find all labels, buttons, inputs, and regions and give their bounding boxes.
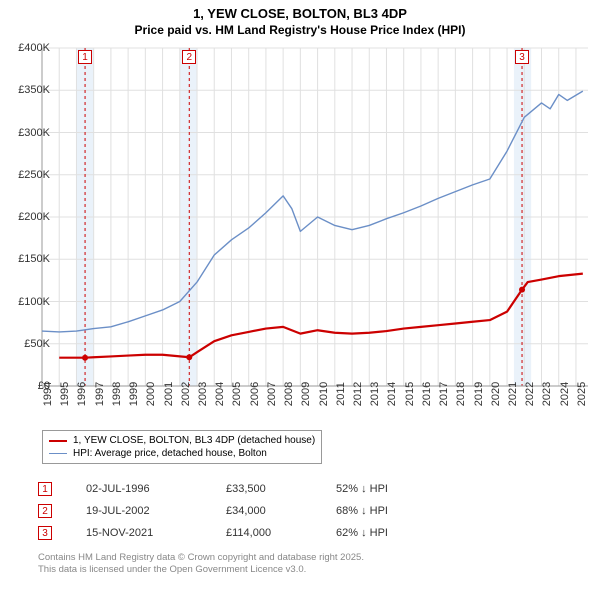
x-tick-label: 2024: [559, 382, 571, 406]
y-tick-label: £350K: [18, 84, 50, 96]
x-tick-label: 2000: [145, 382, 157, 406]
sale-date: 02-JUL-1996: [86, 483, 226, 495]
y-tick-label: £400K: [18, 42, 50, 54]
x-tick-label: 2008: [283, 382, 295, 406]
y-tick-label: £50K: [24, 338, 50, 350]
y-tick-label: £250K: [18, 169, 50, 181]
sale-price: £34,000: [226, 505, 336, 517]
sale-date: 15-NOV-2021: [86, 527, 226, 539]
legend-swatch-price: [49, 440, 67, 442]
x-tick-label: 2021: [507, 382, 519, 406]
y-tick-label: £100K: [18, 296, 50, 308]
x-tick-label: 1998: [111, 382, 123, 406]
footer-line2: This data is licensed under the Open Gov…: [38, 564, 364, 576]
x-tick-label: 2025: [576, 382, 588, 406]
x-tick-label: 2009: [300, 382, 312, 406]
x-tick-label: 2004: [214, 382, 226, 406]
x-tick-label: 2022: [524, 382, 536, 406]
y-tick-label: £200K: [18, 211, 50, 223]
legend-row: 1, YEW CLOSE, BOLTON, BL3 4DP (detached …: [49, 434, 315, 447]
x-tick-label: 2002: [180, 382, 192, 406]
x-tick-label: 1997: [94, 382, 106, 406]
legend: 1, YEW CLOSE, BOLTON, BL3 4DP (detached …: [42, 430, 322, 464]
sale-price: £33,500: [226, 483, 336, 495]
table-row: 3 15-NOV-2021 £114,000 62% ↓ HPI: [38, 522, 456, 544]
x-tick-label: 2001: [163, 382, 175, 406]
chart-svg: [0, 0, 600, 430]
x-tick-label: 1996: [76, 382, 88, 406]
footer: Contains HM Land Registry data © Crown c…: [38, 552, 364, 576]
sale-pct: 52% ↓ HPI: [336, 483, 456, 495]
x-tick-label: 2011: [335, 382, 347, 406]
x-tick-label: 2005: [231, 382, 243, 406]
sale-pct: 68% ↓ HPI: [336, 505, 456, 517]
sales-table: 1 02-JUL-1996 £33,500 52% ↓ HPI 2 19-JUL…: [38, 478, 456, 544]
x-tick-label: 2006: [249, 382, 261, 406]
sale-marker-2: 2: [38, 504, 52, 518]
legend-row: HPI: Average price, detached house, Bolt…: [49, 447, 315, 460]
chart-sale-marker: 1: [78, 50, 92, 64]
x-tick-label: 1995: [59, 382, 71, 406]
legend-swatch-hpi: [49, 453, 67, 454]
sale-date: 19-JUL-2002: [86, 505, 226, 517]
x-tick-label: 2013: [369, 382, 381, 406]
x-tick-label: 2012: [352, 382, 364, 406]
x-tick-label: 2007: [266, 382, 278, 406]
x-tick-label: 2016: [421, 382, 433, 406]
x-tick-label: 2019: [473, 382, 485, 406]
legend-label-price: 1, YEW CLOSE, BOLTON, BL3 4DP (detached …: [73, 435, 315, 446]
sale-marker-1: 1: [38, 482, 52, 496]
chart-container: 1, YEW CLOSE, BOLTON, BL3 4DP Price paid…: [0, 0, 600, 590]
sale-pct: 62% ↓ HPI: [336, 527, 456, 539]
x-tick-label: 1994: [42, 382, 54, 406]
sale-marker-3: 3: [38, 526, 52, 540]
x-tick-label: 2018: [455, 382, 467, 406]
y-tick-label: £300K: [18, 127, 50, 139]
x-tick-label: 2023: [541, 382, 553, 406]
x-tick-label: 2017: [438, 382, 450, 406]
y-tick-label: £150K: [18, 253, 50, 265]
legend-label-hpi: HPI: Average price, detached house, Bolt…: [73, 448, 267, 459]
table-row: 2 19-JUL-2002 £34,000 68% ↓ HPI: [38, 500, 456, 522]
x-tick-label: 1999: [128, 382, 140, 406]
chart-sale-marker: 3: [515, 50, 529, 64]
sale-price: £114,000: [226, 527, 336, 539]
x-tick-label: 2014: [386, 382, 398, 406]
chart-sale-marker: 2: [182, 50, 196, 64]
x-tick-label: 2010: [318, 382, 330, 406]
x-tick-label: 2020: [490, 382, 502, 406]
x-tick-label: 2003: [197, 382, 209, 406]
footer-line1: Contains HM Land Registry data © Crown c…: [38, 552, 364, 564]
x-tick-label: 2015: [404, 382, 416, 406]
table-row: 1 02-JUL-1996 £33,500 52% ↓ HPI: [38, 478, 456, 500]
